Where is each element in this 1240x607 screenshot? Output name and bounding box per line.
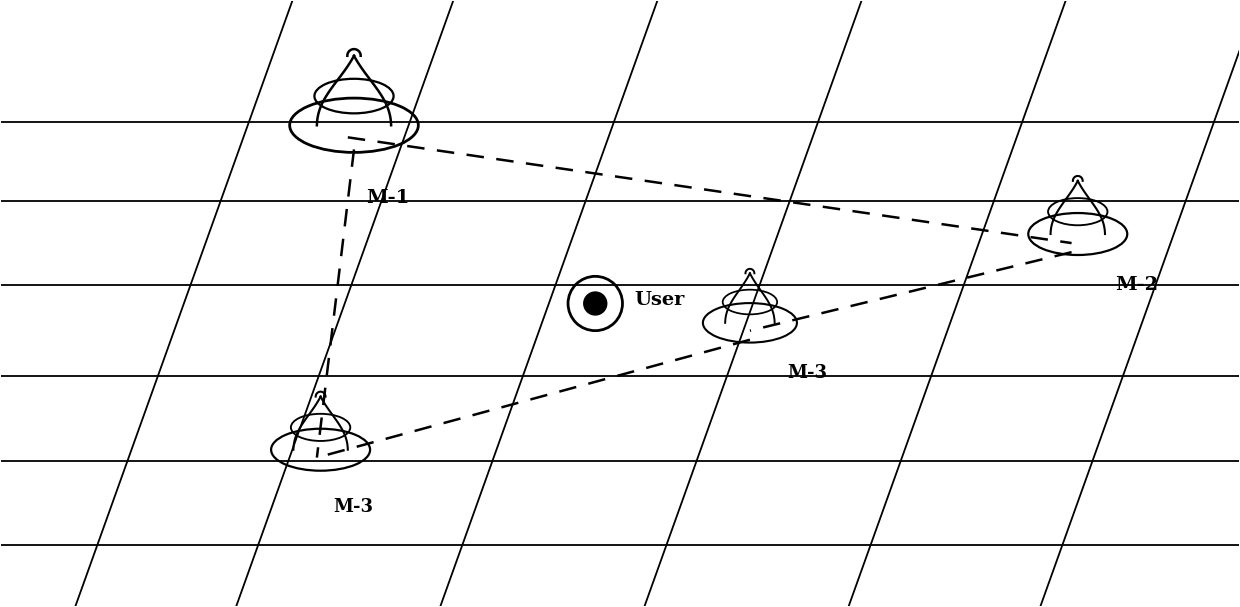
Text: M-3: M-3 [787, 364, 827, 382]
Text: M-3: M-3 [334, 498, 373, 516]
Text: User: User [635, 291, 686, 310]
Ellipse shape [584, 293, 606, 314]
Text: M-2: M-2 [1115, 276, 1158, 294]
Text: M-1: M-1 [366, 189, 409, 207]
